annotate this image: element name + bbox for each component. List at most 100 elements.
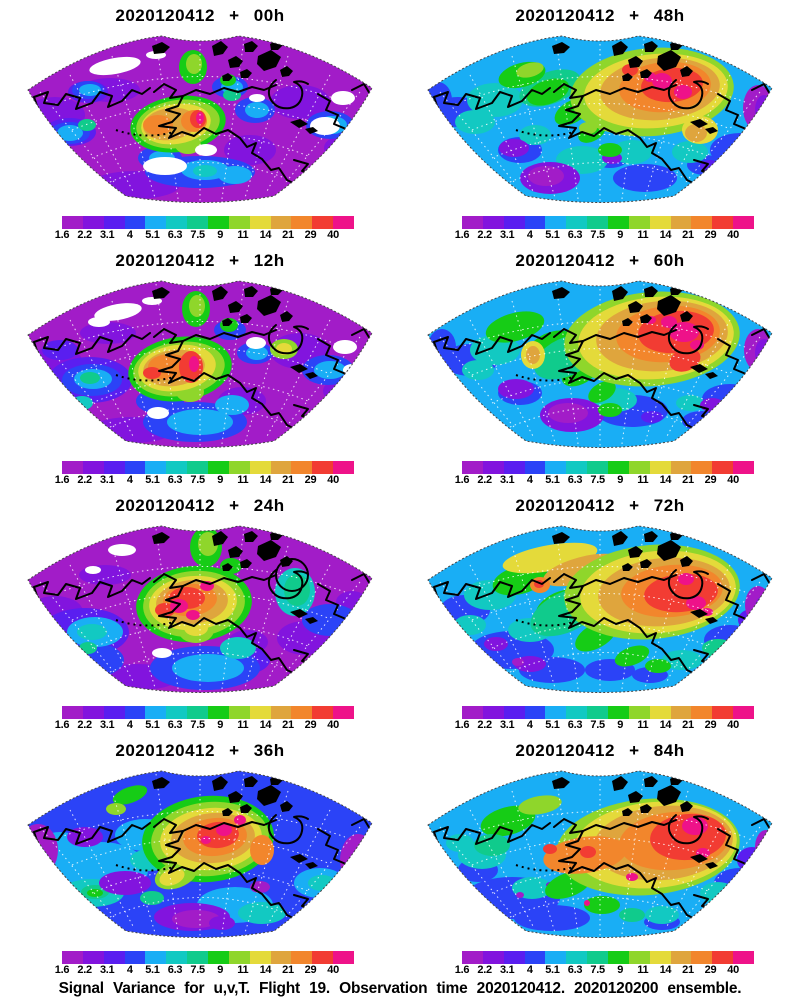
variance-contour-blob — [543, 844, 557, 854]
variance-contour-blob — [249, 94, 265, 102]
colorbar-segment — [670, 216, 692, 229]
variance-contour-blob — [528, 166, 564, 186]
variance-contour-blob — [518, 795, 562, 815]
colorbar-segment — [312, 706, 334, 719]
colorbar-segment — [82, 951, 104, 964]
colorbar-tick-label: 21 — [682, 719, 694, 731]
colorbar-tick-label: 14 — [259, 229, 272, 241]
colorbar-segment — [628, 951, 650, 964]
colorbar-tick-label: 6.3 — [567, 719, 583, 731]
colorbar-segment — [733, 706, 755, 719]
colorbar-segment — [249, 706, 271, 719]
colorbar-segment — [608, 461, 629, 474]
graticule — [439, 773, 761, 938]
graticule — [439, 283, 761, 448]
variance-contour-blob — [238, 902, 286, 924]
variance-contour-blob — [485, 311, 545, 343]
colorbar-tick-label: 5.1 — [145, 964, 160, 976]
colorbar-segment — [103, 706, 125, 719]
colorbar-tick-label: 11 — [237, 474, 249, 486]
colorbar-tick-label: 5.1 — [145, 719, 160, 731]
colorbar-track — [62, 951, 355, 964]
colorbar-segment — [608, 951, 629, 964]
variance-contour-blob — [674, 85, 692, 99]
variance-contour-blob — [645, 659, 671, 673]
colorbar-tick-label: 2.2 — [477, 964, 492, 976]
colorbar-tick-label: 1.6 — [454, 474, 470, 486]
variance-contour-blob — [216, 824, 232, 836]
colorbar-segment — [462, 706, 483, 719]
colorbar-tick-label: 5.1 — [545, 964, 560, 976]
colorbar-segment — [566, 951, 588, 964]
forecast-panel-60h: 2020120412 + 60h 1.6 2.2 3.1 4 5.1 6.3 7.5 9 11 1… — [400, 245, 800, 490]
colorbar-segment — [608, 216, 629, 229]
variance-contour-blob — [80, 372, 100, 384]
colorbar-tick-label: 21 — [282, 964, 294, 976]
colorbar-tick-label: 3.1 — [99, 719, 115, 731]
variance-contour-blob — [331, 91, 355, 105]
map-boundary — [27, 525, 373, 693]
colorbar-segment — [62, 706, 83, 719]
colorbar-ticks: 1.6 2.2 3.1 4 5.1 6.3 7.5 9 11 14 21 29 40 — [55, 719, 354, 733]
colorbar-segment — [166, 216, 188, 229]
colorbar-ticks: 1.6 2.2 3.1 4 5.1 6.3 7.5 9 11 14 21 29 40 — [55, 229, 354, 243]
colorbar-segment — [249, 216, 271, 229]
colorbar-segment — [124, 216, 146, 229]
colorbar-tick-label: 40 — [327, 474, 339, 486]
colorbar-track — [62, 216, 355, 229]
variance-contour-blob — [78, 119, 96, 131]
colorbar-tick-label: 14 — [659, 719, 672, 731]
colorbar-tick-label: 9 — [617, 229, 624, 241]
figure-caption: Signal Variance for u,v,T. Flight 19. Ob… — [58, 980, 742, 997]
colorbar-ticks: 1.6 2.2 3.1 4 5.1 6.3 7.5 9 11 14 21 29 40 — [55, 964, 354, 978]
variance-contour-blob — [737, 847, 767, 873]
map-boundary — [27, 35, 373, 203]
variance-contour-blob — [186, 54, 202, 74]
variance-contour-blob — [159, 868, 185, 886]
variance-map-svg — [27, 770, 373, 938]
variance-contour-blob — [645, 906, 679, 924]
variance-contour-blob — [755, 596, 771, 620]
colorbar-tick-label: 11 — [237, 719, 249, 731]
panel-title: 2020120412 + 48h — [515, 6, 685, 25]
colorbar-segment — [82, 706, 104, 719]
colorbar-tick-label: 9 — [217, 229, 224, 241]
colorbar-ticks: 1.6 2.2 3.1 4 5.1 6.3 7.5 9 11 14 21 29 40 — [55, 474, 354, 488]
colorbar-tick-label: 3.1 — [499, 474, 515, 486]
colorbar-tick-label: 14 — [259, 719, 272, 731]
colorbar-tick-label: 21 — [682, 964, 694, 976]
colorbar-tick-label: 14 — [259, 964, 272, 976]
variance-contour-blob — [340, 834, 372, 886]
variance-contour-blob — [172, 910, 220, 928]
variance-contour-blob — [548, 403, 588, 423]
colorbar-segment — [482, 706, 504, 719]
colorbar-tick-label: 29 — [304, 719, 317, 731]
colorbar-tick-label: 14 — [659, 229, 672, 241]
variance-map-svg — [427, 280, 773, 448]
colorbar-tick-label: 6.3 — [167, 229, 183, 241]
variance-map-60h — [400, 275, 800, 460]
colorbar-tick-label: 3.1 — [499, 964, 515, 976]
colorbar-segment — [124, 461, 146, 474]
colorbar-tick-label: 21 — [282, 474, 294, 486]
colorbar-tick-label: 21 — [282, 719, 294, 731]
colorbar-tick-label: 1.6 — [454, 719, 470, 731]
forecast-panel-72h: 2020120412 + 72h 1.6 2.2 3.1 4 5.1 6.3 7.5 9 11 1… — [400, 490, 800, 735]
graticule — [39, 283, 361, 448]
colorbar-segment — [462, 216, 483, 229]
colorbar-segment — [270, 216, 292, 229]
colorbar-segment — [333, 216, 355, 229]
colorbar-tick-label: 6.3 — [167, 964, 183, 976]
colorbar-segment — [291, 951, 313, 964]
colorbar-segment — [649, 951, 671, 964]
colorbar-tick-label: 5.1 — [545, 474, 560, 486]
colorbar-tick-label: 29 — [304, 229, 317, 241]
variance-contour-blob — [676, 395, 704, 411]
colorbar-tick-label: 40 — [727, 719, 739, 731]
colorbar-segment — [82, 216, 104, 229]
variance-contour-blob — [310, 117, 340, 135]
variance-contour-blob — [682, 817, 708, 835]
colorbar-tick-label: 29 — [704, 229, 717, 241]
colorbar-segment — [566, 706, 588, 719]
variance-contour-blob — [42, 340, 78, 360]
